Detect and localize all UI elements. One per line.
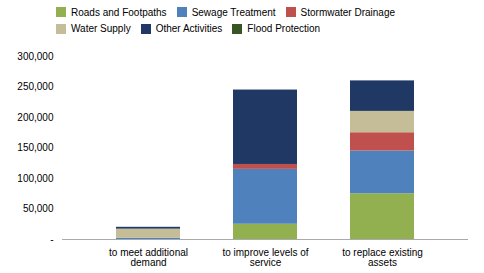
- svg-text:to meet additionaldemand: to meet additionaldemand: [109, 247, 188, 268]
- html-text:Sewage Treatment: Sewage Treatment: [191, 6, 276, 18]
- svg-text:-: -: [50, 234, 53, 245]
- svg-text:50,000: 50,000: [23, 203, 54, 214]
- html-text:Flood Protection: Flood Protection: [247, 23, 321, 35]
- svg-text:to improve levels ofservice: to improve levels ofservice: [222, 247, 308, 268]
- html-text:Other Activities: Other Activities: [155, 23, 223, 35]
- html-text:Water Supply: Water Supply: [71, 23, 131, 35]
- svg-text:to replace existingassets: to replace existingassets: [342, 247, 423, 268]
- svg-text:150,000: 150,000: [17, 142, 54, 153]
- svg-text:300,000: 300,000: [17, 51, 54, 62]
- html-text:Roads and Footpaths: Roads and Footpaths: [71, 6, 167, 18]
- html-text:Stormwater Drainage: Stormwater Drainage: [300, 6, 395, 18]
- svg-text:100,000: 100,000: [17, 173, 54, 184]
- svg-text:250,000: 250,000: [17, 81, 54, 92]
- svg-text:200,000: 200,000: [17, 112, 54, 123]
